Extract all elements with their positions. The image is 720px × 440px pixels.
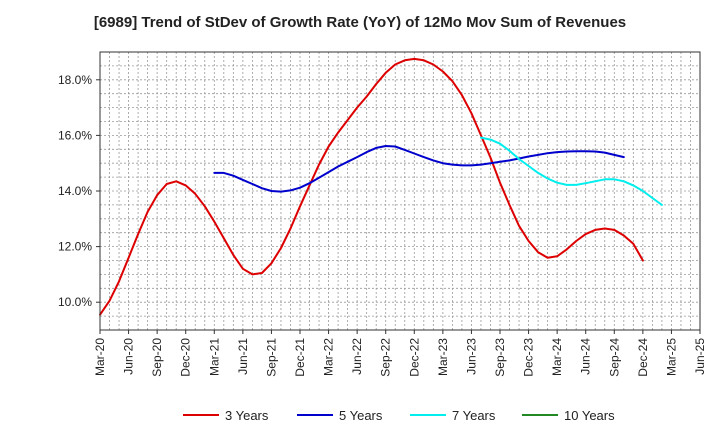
x-tick-label: Dec-23 (522, 338, 536, 377)
series-line-7-years (480, 136, 663, 206)
series-line-3-years (99, 57, 644, 316)
series-line-5-years (213, 145, 625, 193)
series-lines (99, 57, 663, 316)
legend-label: 5 Years (339, 408, 383, 423)
x-tick-label: Sep-20 (150, 338, 164, 377)
x-tick-label: Jun-21 (236, 338, 250, 375)
y-tick-label: 10.0% (58, 295, 92, 309)
y-tick-label: 12.0% (58, 240, 92, 254)
chart-title: [6989] Trend of StDev of Growth Rate (Yo… (93, 14, 627, 31)
y-tick-label: 16.0% (58, 128, 92, 142)
y-axis-ticks: 10.0% 12.0% 14.0% 16.0% 18.0% (58, 73, 100, 309)
x-tick-label: Jun-20 (122, 338, 136, 375)
x-tick-label: Mar-22 (322, 338, 336, 376)
legend-label: 3 Years (225, 408, 269, 423)
x-tick-label: Dec-20 (179, 338, 193, 377)
y-tick-label: 18.0% (58, 73, 92, 87)
y-tick-label: 14.0% (58, 184, 92, 198)
x-tick-label: Dec-22 (407, 338, 421, 377)
legend: 3 Years 5 Years 7 Years 10 Years (183, 408, 615, 423)
x-tick-label: Dec-24 (636, 338, 650, 377)
x-tick-label: Jun-25 (693, 338, 707, 375)
x-tick-label: Jun-23 (464, 338, 478, 375)
x-tick-label: Jun-22 (350, 338, 364, 375)
x-tick-label: Dec-21 (293, 338, 307, 377)
x-tick-label: Mar-20 (93, 338, 107, 376)
legend-label: 10 Years (564, 408, 615, 423)
grid-lines (100, 52, 700, 330)
x-tick-label: Mar-21 (207, 338, 221, 376)
x-tick-label: Jun-24 (579, 338, 593, 375)
x-tick-label: Sep-23 (493, 338, 507, 377)
x-tick-label: Sep-21 (264, 338, 278, 377)
x-tick-label: Mar-25 (664, 338, 678, 376)
x-tick-label: Sep-22 (379, 338, 393, 377)
legend-label: 7 Years (452, 408, 496, 423)
x-tick-label: Mar-24 (550, 338, 564, 376)
x-tick-label: Sep-24 (607, 338, 621, 377)
x-tick-label: Mar-23 (436, 338, 450, 376)
x-axis-ticks: Mar-20 Jun-20 Sep-20 Dec-20 Mar-21 Jun-21 Sep-… (93, 330, 707, 377)
